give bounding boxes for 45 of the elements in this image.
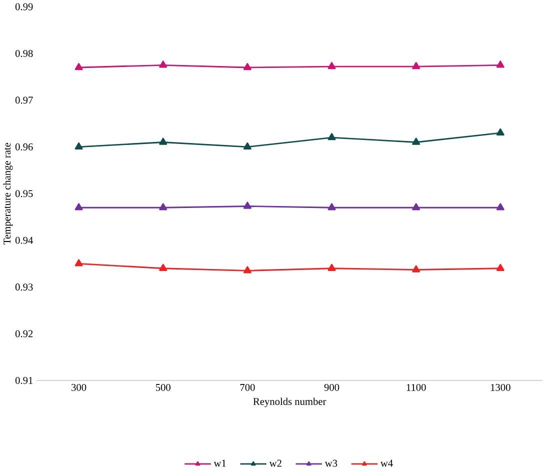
legend-label: w2 [269, 460, 282, 467]
y-tick-label: 0.98 [15, 50, 33, 57]
point [74, 62, 83, 70]
point [496, 202, 504, 210]
point [328, 62, 336, 69]
x-tick-label: 1300 [490, 384, 510, 391]
legend-label: w3 [324, 460, 338, 467]
y-tick-label: 0.96 [15, 143, 33, 150]
x-tick-label: 500 [156, 384, 170, 391]
y-tick-label: 0.91 [15, 376, 33, 384]
point [74, 258, 83, 266]
y-tick-label: 0.93 [15, 283, 33, 290]
point [328, 202, 336, 210]
point [159, 264, 168, 271]
point [243, 142, 252, 150]
point [159, 138, 168, 145]
y-tick-label: 0.97 [15, 96, 33, 104]
point [496, 128, 504, 136]
point [412, 202, 420, 210]
x-tick-label: 700 [240, 384, 255, 391]
point [74, 142, 83, 150]
y-tick-label: 0.92 [15, 330, 33, 338]
point [412, 62, 420, 69]
point [243, 201, 252, 209]
y-tick-label: 0.94 [15, 236, 34, 244]
y-axis-title: Temperature change rate [3, 142, 13, 244]
legend-label: w4 [380, 460, 393, 466]
point [412, 138, 420, 145]
point [496, 264, 504, 271]
point [412, 265, 420, 272]
x-axis-title: Reynolds number [253, 397, 326, 407]
x-tick-label: 300 [72, 384, 86, 391]
point [159, 60, 168, 68]
x-tick-label: 1100 [406, 384, 426, 391]
y-tick-label: 0.95 [15, 190, 33, 197]
y-tick-label: 0.99 [15, 3, 33, 10]
point [328, 132, 336, 140]
point [496, 60, 504, 68]
point [243, 62, 252, 70]
legend-label: w1 [214, 460, 226, 467]
point [243, 266, 252, 274]
point [328, 264, 336, 271]
point [74, 202, 83, 210]
point [159, 202, 168, 210]
x-tick-label: 900 [324, 384, 340, 391]
